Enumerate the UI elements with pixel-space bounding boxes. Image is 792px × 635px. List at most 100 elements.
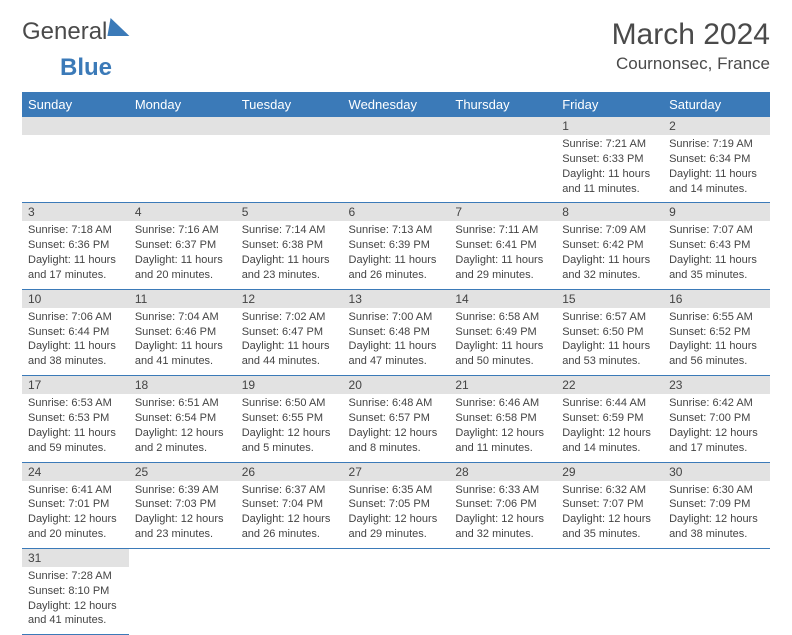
daylight-text: Daylight: 12 hours and 2 minutes. <box>135 426 230 456</box>
weekday-row: SundayMondayTuesdayWednesdayThursdayFrid… <box>22 92 770 117</box>
sunrise-text: Sunrise: 7:07 AM <box>669 223 764 238</box>
daylight-text: Daylight: 12 hours and 20 minutes. <box>28 512 123 542</box>
day-number: 31 <box>22 549 129 567</box>
empty-cell <box>663 548 770 634</box>
daylight-text: Daylight: 11 hours and 17 minutes. <box>28 253 123 283</box>
day-body <box>449 567 556 619</box>
day-number <box>236 549 343 567</box>
daylight-text: Daylight: 12 hours and 26 minutes. <box>242 512 337 542</box>
sunset-text: Sunset: 6:52 PM <box>669 325 764 340</box>
empty-cell <box>556 548 663 634</box>
sunrise-text: Sunrise: 6:37 AM <box>242 483 337 498</box>
sunset-text: Sunset: 6:34 PM <box>669 152 764 167</box>
sunset-text: Sunset: 6:50 PM <box>562 325 657 340</box>
daylight-text: Daylight: 12 hours and 17 minutes. <box>669 426 764 456</box>
day-number <box>129 117 236 135</box>
daylight-text: Daylight: 11 hours and 14 minutes. <box>669 167 764 197</box>
daylight-text: Daylight: 11 hours and 35 minutes. <box>669 253 764 283</box>
day-number: 3 <box>22 203 129 221</box>
daylight-text: Daylight: 11 hours and 26 minutes. <box>349 253 444 283</box>
empty-cell <box>129 548 236 634</box>
weekday-header: Wednesday <box>343 92 450 117</box>
day-body <box>129 135 236 187</box>
sunrise-text: Sunrise: 7:19 AM <box>669 137 764 152</box>
sunset-text: Sunset: 6:39 PM <box>349 238 444 253</box>
sunset-text: Sunset: 6:55 PM <box>242 411 337 426</box>
empty-cell <box>22 117 129 203</box>
day-body <box>663 567 770 619</box>
day-body: Sunrise: 7:21 AMSunset: 6:33 PMDaylight:… <box>556 135 663 202</box>
sunrise-text: Sunrise: 7:28 AM <box>28 569 123 584</box>
day-body <box>449 135 556 187</box>
brand-text-2: Blue <box>60 54 112 81</box>
sunset-text: Sunset: 7:09 PM <box>669 497 764 512</box>
daylight-text: Daylight: 11 hours and 56 minutes. <box>669 339 764 369</box>
day-cell: 10Sunrise: 7:06 AMSunset: 6:44 PMDayligh… <box>22 289 129 375</box>
daylight-text: Daylight: 12 hours and 35 minutes. <box>562 512 657 542</box>
day-body <box>129 567 236 619</box>
day-body: Sunrise: 7:28 AMSunset: 8:10 PMDaylight:… <box>22 567 129 634</box>
sunset-text: Sunset: 6:48 PM <box>349 325 444 340</box>
day-number: 25 <box>129 463 236 481</box>
sunrise-text: Sunrise: 6:51 AM <box>135 396 230 411</box>
day-body: Sunrise: 7:19 AMSunset: 6:34 PMDaylight:… <box>663 135 770 202</box>
day-body: Sunrise: 7:04 AMSunset: 6:46 PMDaylight:… <box>129 308 236 375</box>
day-body: Sunrise: 7:00 AMSunset: 6:48 PMDaylight:… <box>343 308 450 375</box>
day-cell: 27Sunrise: 6:35 AMSunset: 7:05 PMDayligh… <box>343 462 450 548</box>
day-number: 22 <box>556 376 663 394</box>
daylight-text: Daylight: 12 hours and 5 minutes. <box>242 426 337 456</box>
day-number <box>556 549 663 567</box>
day-body <box>22 135 129 187</box>
sunrise-text: Sunrise: 6:33 AM <box>455 483 550 498</box>
daylight-text: Daylight: 11 hours and 47 minutes. <box>349 339 444 369</box>
day-body <box>343 135 450 187</box>
day-number: 12 <box>236 290 343 308</box>
day-number: 15 <box>556 290 663 308</box>
brand-text-1: General <box>22 18 107 46</box>
day-body: Sunrise: 6:51 AMSunset: 6:54 PMDaylight:… <box>129 394 236 461</box>
sunrise-text: Sunrise: 6:39 AM <box>135 483 230 498</box>
daylight-text: Daylight: 12 hours and 41 minutes. <box>28 599 123 629</box>
day-body: Sunrise: 6:57 AMSunset: 6:50 PMDaylight:… <box>556 308 663 375</box>
day-number: 18 <box>129 376 236 394</box>
sunset-text: Sunset: 7:05 PM <box>349 497 444 512</box>
day-body: Sunrise: 6:55 AMSunset: 6:52 PMDaylight:… <box>663 308 770 375</box>
daylight-text: Daylight: 12 hours and 23 minutes. <box>135 512 230 542</box>
day-body: Sunrise: 7:09 AMSunset: 6:42 PMDaylight:… <box>556 221 663 288</box>
day-cell: 12Sunrise: 7:02 AMSunset: 6:47 PMDayligh… <box>236 289 343 375</box>
day-body <box>236 567 343 619</box>
location-label: Cournonsec, France <box>612 54 770 74</box>
day-number: 23 <box>663 376 770 394</box>
day-number: 30 <box>663 463 770 481</box>
day-body: Sunrise: 6:42 AMSunset: 7:00 PMDaylight:… <box>663 394 770 461</box>
day-body: Sunrise: 6:44 AMSunset: 6:59 PMDaylight:… <box>556 394 663 461</box>
sunrise-text: Sunrise: 6:50 AM <box>242 396 337 411</box>
calendar-row: 1Sunrise: 7:21 AMSunset: 6:33 PMDaylight… <box>22 117 770 203</box>
day-cell: 14Sunrise: 6:58 AMSunset: 6:49 PMDayligh… <box>449 289 556 375</box>
day-number <box>449 549 556 567</box>
sunrise-text: Sunrise: 6:53 AM <box>28 396 123 411</box>
sunset-text: Sunset: 6:38 PM <box>242 238 337 253</box>
sunrise-text: Sunrise: 6:35 AM <box>349 483 444 498</box>
day-cell: 29Sunrise: 6:32 AMSunset: 7:07 PMDayligh… <box>556 462 663 548</box>
day-number <box>663 549 770 567</box>
day-body: Sunrise: 6:32 AMSunset: 7:07 PMDaylight:… <box>556 481 663 548</box>
sunrise-text: Sunrise: 7:13 AM <box>349 223 444 238</box>
day-number <box>236 117 343 135</box>
day-number: 19 <box>236 376 343 394</box>
day-body: Sunrise: 7:18 AMSunset: 6:36 PMDaylight:… <box>22 221 129 288</box>
day-number: 28 <box>449 463 556 481</box>
sunrise-text: Sunrise: 7:02 AM <box>242 310 337 325</box>
sunset-text: Sunset: 6:33 PM <box>562 152 657 167</box>
day-number <box>449 117 556 135</box>
calendar-row: 24Sunrise: 6:41 AMSunset: 7:01 PMDayligh… <box>22 462 770 548</box>
day-number: 27 <box>343 463 450 481</box>
sunset-text: Sunset: 6:59 PM <box>562 411 657 426</box>
day-body <box>343 567 450 619</box>
sunrise-text: Sunrise: 7:18 AM <box>28 223 123 238</box>
weekday-header: Tuesday <box>236 92 343 117</box>
sunset-text: Sunset: 6:49 PM <box>455 325 550 340</box>
sunrise-text: Sunrise: 6:48 AM <box>349 396 444 411</box>
daylight-text: Daylight: 12 hours and 8 minutes. <box>349 426 444 456</box>
empty-cell <box>343 117 450 203</box>
